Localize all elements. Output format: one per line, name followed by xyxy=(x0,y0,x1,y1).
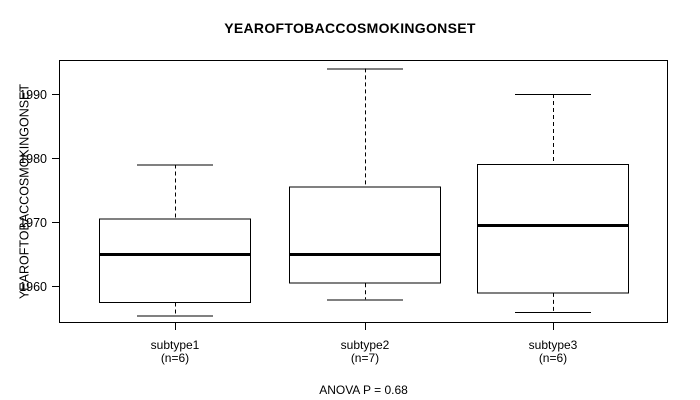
x-label-count: (n=7) xyxy=(350,351,380,365)
x-label-name: subtype3 xyxy=(528,338,578,352)
chart-title: YEAROFTOBACCOSMOKINGONSET xyxy=(224,20,476,36)
box-subtype2-iqr xyxy=(289,186,441,284)
plot-frame xyxy=(59,60,668,323)
x-label-name: subtype1 xyxy=(150,338,200,352)
box-subtype3-iqr xyxy=(477,164,629,294)
box-subtype1-iqr xyxy=(99,218,251,303)
x-label-count: (n=6) xyxy=(160,351,190,365)
y-tick-label-1990: 1990 xyxy=(19,88,47,102)
x-label-subtype3: subtype3 (n=6) xyxy=(478,339,628,365)
x-label-subtype1: subtype1 (n=6) xyxy=(100,339,250,365)
x-label-name: subtype2 xyxy=(340,338,390,352)
x-label-subtype2: subtype2 (n=7) xyxy=(290,339,440,365)
y-tick-label-1960: 1960 xyxy=(19,280,47,294)
y-tick-label-1980: 1980 xyxy=(19,152,47,166)
x-label-count: (n=6) xyxy=(538,351,568,365)
y-tick-label-1970: 1970 xyxy=(19,216,47,230)
anova-annotation: ANOVA P = 0.68 xyxy=(319,383,408,397)
